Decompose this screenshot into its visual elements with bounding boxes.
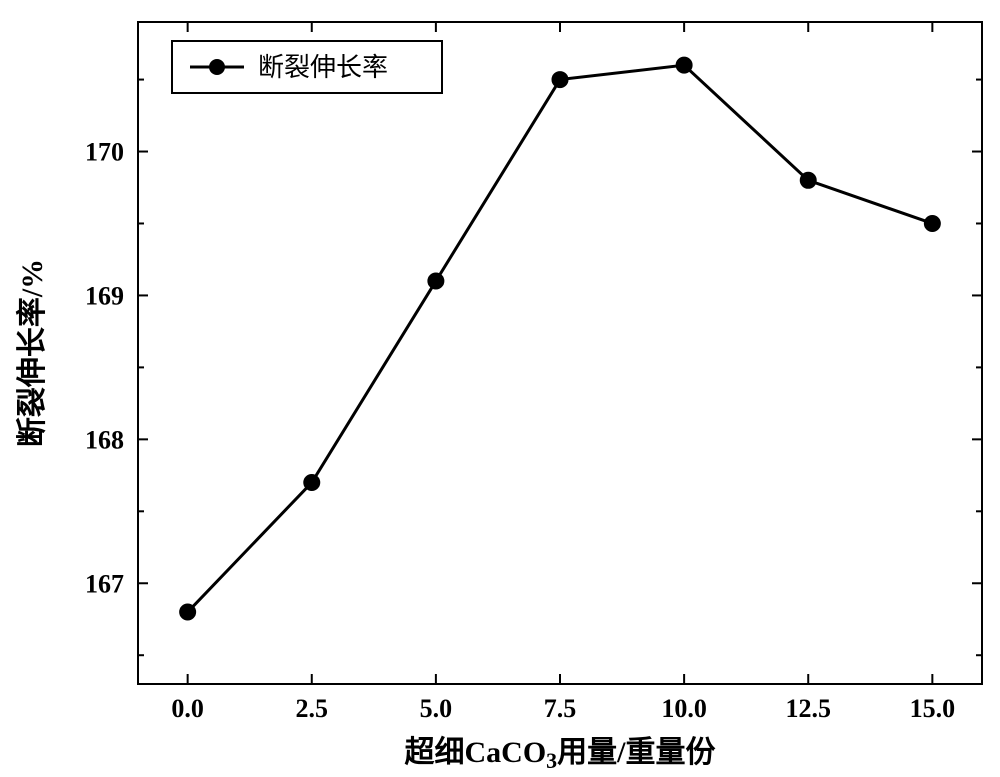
svg-text:169: 169 <box>85 281 124 310</box>
svg-text:5.0: 5.0 <box>420 694 453 723</box>
data-point <box>800 172 816 188</box>
legend-marker-sample <box>209 59 225 75</box>
line-chart: 0.0 2.5 5.0 7.5 10.0 12.5 15.0 167 168 169 170 超细Ca… <box>0 0 1000 777</box>
x-axis-label: 超细CaCO3用量/重量份 <box>404 736 715 773</box>
chart-container: 0.0 2.5 5.0 7.5 10.0 12.5 15.0 167 168 169 170 超细Ca… <box>0 0 1000 777</box>
data-point <box>676 57 692 73</box>
data-point <box>924 215 940 231</box>
svg-text:2.5: 2.5 <box>296 694 329 723</box>
svg-text:167: 167 <box>85 569 124 598</box>
data-point <box>304 475 320 491</box>
svg-text:170: 170 <box>85 138 124 167</box>
legend-label: 断裂伸长率 <box>258 53 388 82</box>
svg-text:15.0: 15.0 <box>910 694 956 723</box>
svg-text:12.5: 12.5 <box>785 694 831 723</box>
svg-text:10.0: 10.0 <box>661 694 707 723</box>
svg-text:0.0: 0.0 <box>171 694 204 723</box>
svg-text:168: 168 <box>85 425 124 454</box>
data-point <box>428 273 444 289</box>
y-axis-label: 断裂伸长率/% <box>16 259 49 447</box>
data-point <box>180 604 196 620</box>
svg-text:7.5: 7.5 <box>544 694 577 723</box>
data-point <box>552 72 568 88</box>
